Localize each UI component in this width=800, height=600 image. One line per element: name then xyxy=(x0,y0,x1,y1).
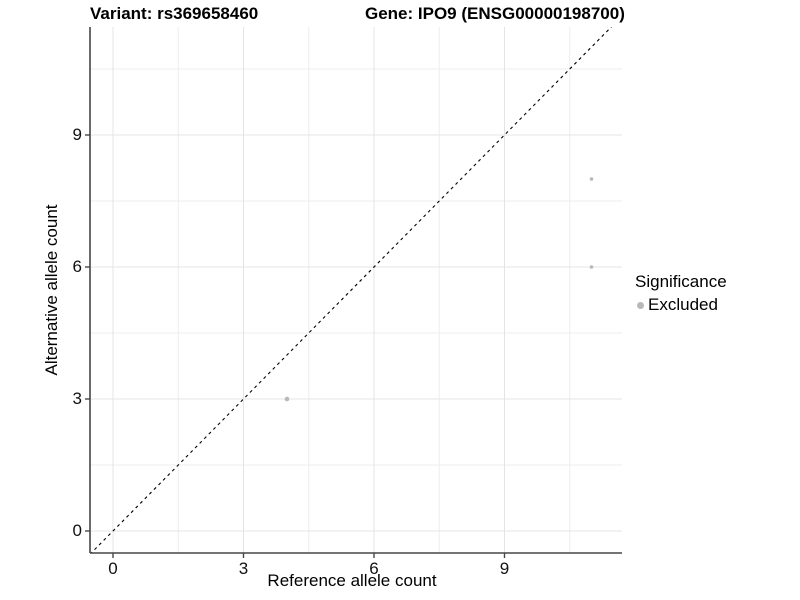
legend-item-excluded: Excluded xyxy=(635,295,727,315)
y-tick-label: 3 xyxy=(72,389,82,408)
y-tick-label: 0 xyxy=(72,521,82,540)
x-tick-label: 6 xyxy=(369,559,379,578)
legend-point-icon xyxy=(637,301,644,309)
y-tick-label: 9 xyxy=(72,125,82,144)
x-tick-label: 0 xyxy=(108,559,118,578)
x-axis-label: Reference allele count xyxy=(267,571,437,590)
data-point xyxy=(589,265,594,269)
identity-line xyxy=(90,27,613,553)
y-axis-label: Alternative allele count xyxy=(42,204,61,376)
data-point xyxy=(589,177,594,181)
data-point xyxy=(284,396,290,402)
y-tick-label: 6 xyxy=(72,257,82,276)
x-tick-label: 3 xyxy=(238,559,249,578)
x-tick-label: 9 xyxy=(499,559,510,578)
legend-item-label: Excluded xyxy=(648,295,718,314)
plot-title-gene: Gene: IPO9 (ENSG00000198700) xyxy=(365,4,625,23)
plot-title-variant: Variant: rs369658460 xyxy=(90,4,259,23)
legend: Significance Excluded xyxy=(635,272,727,315)
legend-title: Significance xyxy=(635,272,727,291)
